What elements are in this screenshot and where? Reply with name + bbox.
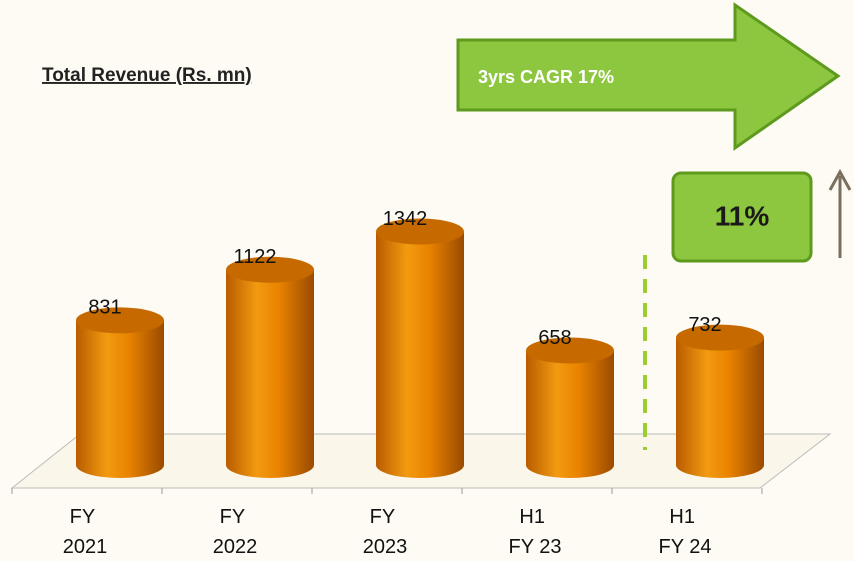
bar [526, 350, 614, 478]
value-label: 831 [88, 297, 121, 319]
x-tick-line: FY [220, 506, 245, 528]
value-label: 732 [688, 314, 721, 336]
x-tick-line: 2022 [213, 536, 258, 558]
x-tick-label: FY 2023 [363, 506, 408, 558]
cagr-label: 3yrs CAGR 17% [478, 67, 614, 87]
x-tick-line: H1 [669, 506, 695, 528]
bar-top [226, 256, 314, 283]
x-tick-line: H1 [519, 506, 545, 528]
growth-label: 11% [715, 200, 770, 231]
value-label: 658 [538, 327, 571, 349]
bar-top [676, 324, 764, 351]
x-tick-line: FY 24 [659, 536, 712, 558]
bar-top [526, 337, 614, 364]
bar [376, 231, 464, 478]
x-tick-label: FY 2022 [213, 506, 258, 558]
x-tick-line: FY 23 [509, 536, 562, 558]
growth-box [671, 171, 813, 263]
cagr-arrow [456, 2, 841, 151]
x-tick-label: FY 2021 [63, 506, 108, 558]
bar [226, 269, 314, 478]
x-tick-line: 2023 [363, 536, 408, 558]
x-tick-label: H1 FY 23 [509, 506, 562, 558]
bar [676, 337, 764, 478]
x-tick-line: FY [70, 506, 95, 528]
x-tick-line: 2021 [63, 536, 108, 558]
chart-title: Total Revenue (Rs. mn) [42, 65, 252, 86]
value-label: 1122 [233, 246, 276, 268]
bar [76, 320, 164, 478]
bar-top [76, 307, 164, 334]
bar-top [376, 218, 464, 245]
x-tick-label: H1 FY 24 [659, 506, 712, 558]
x-tick-line: FY [370, 506, 395, 528]
up-arrow-head [828, 168, 852, 191]
value-label: 1342 [383, 208, 428, 230]
